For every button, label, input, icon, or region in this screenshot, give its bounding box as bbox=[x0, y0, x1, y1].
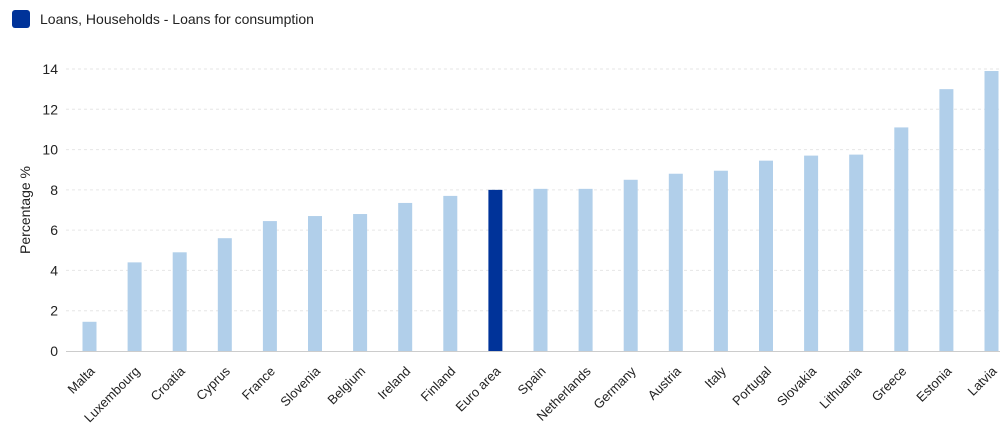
y-axis-ticks: 0 2 4 6 8 10 12 14 bbox=[42, 61, 58, 359]
bar-slovenia[interactable] bbox=[308, 216, 322, 351]
x-tick-label: Greece bbox=[869, 364, 910, 405]
x-tick-label: Slovenia bbox=[277, 363, 323, 409]
bar-spain[interactable] bbox=[533, 188, 548, 351]
y-tick-label: 0 bbox=[50, 343, 58, 359]
bar-france[interactable] bbox=[262, 221, 277, 351]
bar-italy[interactable] bbox=[713, 170, 728, 351]
y-tick-label: 6 bbox=[50, 222, 58, 238]
x-tick-label: Latvia bbox=[964, 363, 1000, 399]
bars bbox=[82, 71, 999, 352]
bar-austria[interactable] bbox=[668, 173, 683, 351]
bar-belgium[interactable] bbox=[353, 214, 368, 351]
bar-greece[interactable] bbox=[894, 127, 909, 352]
bar-croatia[interactable] bbox=[172, 252, 187, 351]
bar-germany[interactable] bbox=[623, 179, 638, 351]
bar-slovakia[interactable] bbox=[804, 155, 819, 351]
x-tick-label: Austria bbox=[645, 363, 685, 403]
x-tick-label: France bbox=[239, 364, 278, 403]
bar-malta[interactable] bbox=[82, 321, 97, 351]
y-tick-label: 12 bbox=[42, 101, 58, 117]
bar-lithuania[interactable] bbox=[849, 154, 864, 351]
x-tick-label: Germany bbox=[590, 363, 639, 412]
bar-euro-area[interactable] bbox=[488, 189, 503, 351]
bar-luxembourg[interactable] bbox=[127, 262, 142, 351]
bar-estonia[interactable] bbox=[939, 89, 954, 352]
bar-netherlands[interactable] bbox=[578, 188, 593, 351]
y-tick-label: 2 bbox=[50, 303, 58, 319]
y-axis-title: Percentage % bbox=[17, 166, 33, 254]
y-tick-label: 4 bbox=[50, 262, 58, 278]
bar-finland[interactable] bbox=[443, 195, 458, 351]
x-tick-label: Slovakia bbox=[774, 363, 820, 409]
y-tick-label: 8 bbox=[50, 182, 58, 198]
x-tick-label: Lithuania bbox=[816, 363, 864, 411]
legend-swatch[interactable] bbox=[12, 10, 30, 28]
y-tick-label: 14 bbox=[42, 61, 58, 77]
x-tick-label: Portugal bbox=[729, 363, 774, 408]
x-tick-label: Italy bbox=[702, 363, 730, 391]
bar-portugal[interactable] bbox=[759, 160, 773, 351]
legend-label: Loans, Households - Loans for consumptio… bbox=[40, 11, 314, 27]
x-tick-label: Malta bbox=[65, 363, 99, 397]
x-tick-label: Estonia bbox=[913, 363, 955, 405]
x-tick-label: Spain bbox=[515, 364, 549, 398]
x-tick-label: Belgium bbox=[324, 364, 368, 408]
x-tick-label: Euro area bbox=[453, 363, 505, 415]
bar-latvia[interactable] bbox=[984, 71, 999, 351]
bar-cyprus[interactable] bbox=[217, 238, 232, 351]
x-tick-label: Ireland bbox=[375, 364, 414, 403]
x-tick-label: Cyprus bbox=[193, 363, 233, 403]
x-tick-label: Finland bbox=[418, 364, 459, 405]
y-tick-label: 10 bbox=[42, 142, 58, 158]
x-tick-label: Croatia bbox=[148, 363, 189, 404]
bar-ireland[interactable] bbox=[398, 202, 413, 351]
legend: Loans, Households - Loans for consumptio… bbox=[12, 10, 314, 28]
